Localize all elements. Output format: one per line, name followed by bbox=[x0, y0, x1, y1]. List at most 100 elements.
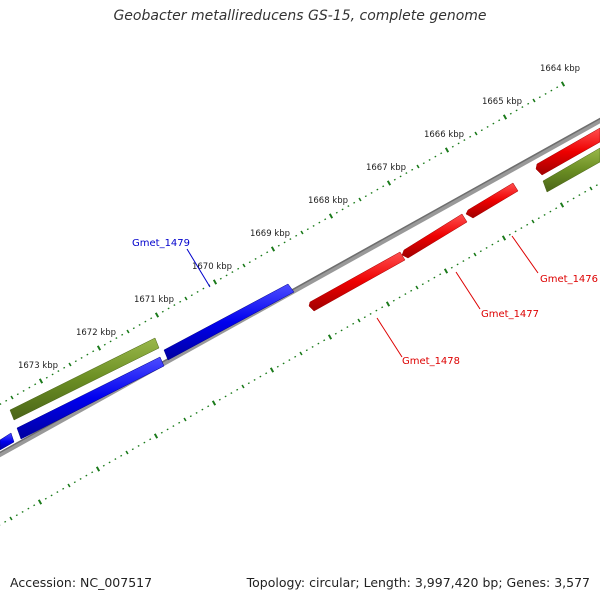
upper-track-minor-tick bbox=[86, 353, 89, 356]
lower-track-minor-tick bbox=[131, 448, 134, 451]
lower-track-minor-tick bbox=[595, 184, 598, 187]
lower-track-minor-tick bbox=[566, 200, 569, 203]
upper-track-minor-tick bbox=[57, 370, 60, 373]
upper-track-minor-tick bbox=[74, 360, 77, 363]
lower-track-minor-tick bbox=[323, 339, 326, 342]
upper-track-minor-tick bbox=[370, 191, 373, 194]
lower-track-minor-tick bbox=[50, 494, 53, 497]
gmet-1478-leader-line bbox=[376, 317, 403, 358]
lower-track-minor-tick bbox=[555, 207, 558, 210]
lower-track-minor-tick bbox=[247, 382, 250, 385]
kbp-tick-label: 1669 kbp bbox=[250, 229, 290, 239]
blue-gene-edge bbox=[0, 432, 15, 451]
upper-track-major-tick bbox=[270, 246, 276, 252]
map-title: Geobacter metallireducens GS-15, complet… bbox=[113, 8, 487, 24]
lower-track-minor-tick bbox=[253, 378, 256, 381]
lower-track-minor-tick bbox=[282, 362, 285, 365]
lower-track-minor-tick bbox=[572, 197, 575, 200]
upper-track-minor-tick bbox=[416, 164, 420, 169]
gmet-1477-label[interactable]: Gmet_1477 bbox=[481, 309, 539, 320]
upper-track-minor-tick bbox=[190, 294, 193, 297]
lower-track-minor-tick bbox=[137, 444, 140, 447]
lower-track-minor-tick bbox=[549, 210, 552, 213]
upper-track-major-tick bbox=[386, 180, 392, 186]
kbp-tick-label: 1668 kbp bbox=[308, 196, 348, 206]
lower-track-minor-tick bbox=[491, 243, 494, 246]
kbp-tick-label: 1665 kbp bbox=[482, 97, 522, 107]
upper-track-major-tick bbox=[444, 147, 450, 153]
lower-track-minor-tick bbox=[79, 477, 82, 480]
lower-track-minor-tick bbox=[410, 289, 413, 292]
upper-track-minor-tick bbox=[411, 168, 414, 171]
lower-track-minor-tick bbox=[183, 417, 187, 422]
lower-track-minor-tick bbox=[125, 450, 129, 455]
lower-track-minor-tick bbox=[259, 375, 262, 378]
gmet-1478-label[interactable]: Gmet_1478 bbox=[402, 356, 460, 367]
upper-track-major-tick bbox=[154, 312, 160, 318]
lower-track-minor-tick bbox=[27, 507, 30, 510]
upper-track-minor-tick bbox=[469, 135, 472, 138]
upper-track-minor-tick bbox=[556, 86, 559, 89]
upper-track-minor-tick bbox=[167, 307, 170, 310]
blue-gene-lower bbox=[16, 356, 165, 440]
upper-track-major-tick bbox=[328, 213, 334, 219]
lower-track-major-tick bbox=[211, 400, 217, 406]
lower-track-minor-tick bbox=[404, 293, 407, 296]
upper-track-minor-tick bbox=[115, 337, 118, 340]
lower-track-minor-tick bbox=[526, 223, 529, 226]
lower-track-minor-tick bbox=[497, 240, 500, 243]
upper-track-minor-tick bbox=[538, 96, 541, 99]
upper-track-minor-tick bbox=[277, 244, 280, 247]
lower-track-minor-tick bbox=[108, 461, 111, 464]
upper-track-minor-tick bbox=[393, 178, 396, 181]
lower-track-major-tick bbox=[95, 466, 101, 472]
upper-track-minor-tick bbox=[179, 300, 182, 303]
lower-track-minor-tick bbox=[166, 428, 169, 431]
upper-track-minor-tick bbox=[260, 254, 263, 257]
upper-track-minor-tick bbox=[399, 175, 402, 178]
lower-track-minor-tick bbox=[73, 481, 76, 484]
lower-track-minor-tick bbox=[299, 351, 303, 356]
upper-track-minor-tick bbox=[382, 185, 385, 188]
lower-track-major-tick bbox=[559, 202, 565, 208]
upper-track-minor-tick bbox=[440, 152, 443, 155]
upper-track-minor-tick bbox=[341, 208, 344, 211]
upper-track-minor-tick bbox=[202, 287, 205, 290]
lower-track-minor-tick bbox=[178, 421, 181, 424]
red-gene-gmet-1476 bbox=[465, 182, 519, 219]
upper-track-minor-tick bbox=[289, 238, 292, 241]
gmet-1476-leader-line bbox=[511, 235, 539, 274]
upper-track-minor-tick bbox=[225, 274, 228, 277]
gmet-1479-label[interactable]: Gmet_1479 bbox=[132, 238, 190, 249]
upper-track-minor-tick bbox=[10, 395, 14, 400]
gmet-1476-label[interactable]: Gmet_1476 bbox=[540, 274, 598, 285]
upper-track-minor-tick bbox=[544, 92, 547, 95]
lower-track-minor-tick bbox=[462, 260, 465, 263]
upper-track-minor-tick bbox=[434, 155, 437, 158]
lower-track-minor-tick bbox=[508, 233, 511, 236]
upper-track-minor-tick bbox=[498, 119, 501, 122]
upper-track-minor-tick bbox=[80, 356, 83, 359]
upper-track-minor-tick bbox=[196, 290, 199, 293]
lower-track-minor-tick bbox=[241, 384, 245, 389]
lower-track-minor-tick bbox=[334, 332, 337, 335]
kbp-tick-label: 1664 kbp bbox=[540, 64, 580, 74]
upper-track-minor-tick bbox=[173, 304, 176, 307]
lower-track-minor-tick bbox=[415, 285, 419, 290]
lower-track-minor-tick bbox=[537, 217, 540, 220]
upper-track-minor-tick bbox=[428, 158, 431, 161]
lower-track-minor-tick bbox=[224, 395, 227, 398]
upper-track-minor-tick bbox=[474, 131, 478, 136]
upper-track-minor-tick bbox=[335, 211, 338, 214]
accession-text: Accession: NC_007517 bbox=[10, 575, 153, 590]
kbp-tick-label: 1667 kbp bbox=[366, 163, 406, 173]
gmet-1477-leader-line bbox=[455, 271, 481, 310]
upper-track-minor-tick bbox=[324, 218, 327, 221]
lower-track-minor-tick bbox=[9, 516, 13, 521]
lower-track-minor-tick bbox=[520, 227, 523, 230]
lower-track-minor-tick bbox=[369, 312, 372, 315]
green-feature-right-edge bbox=[542, 147, 600, 193]
lower-track-minor-tick bbox=[85, 474, 88, 477]
lower-track-minor-tick bbox=[456, 263, 459, 266]
